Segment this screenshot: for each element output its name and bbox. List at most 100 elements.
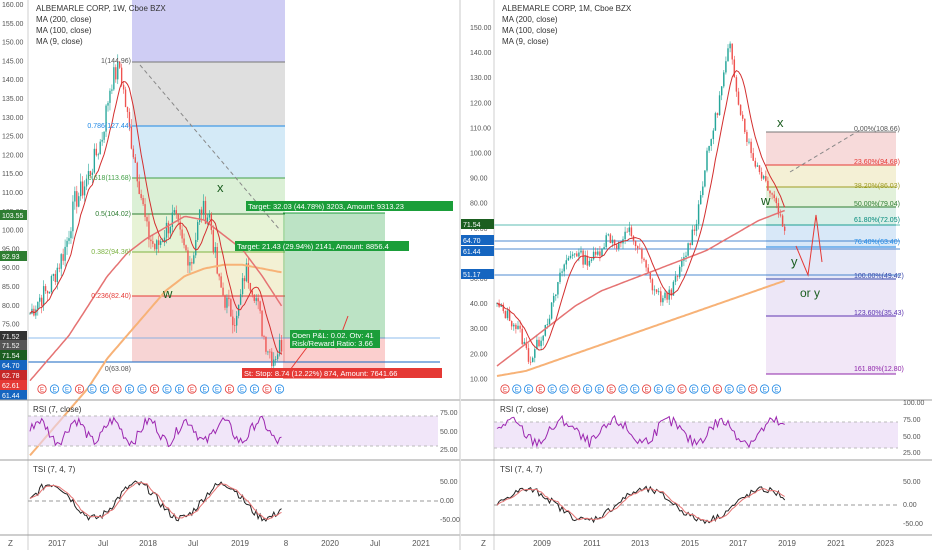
event-marker[interactable] (606, 384, 616, 394)
event-marker-glyph: E (668, 388, 672, 394)
event-marker-glyph: E (751, 388, 755, 394)
event-marker[interactable] (641, 384, 652, 394)
event-marker[interactable] (559, 384, 569, 394)
event-marker[interactable] (99, 384, 110, 394)
event-marker[interactable] (535, 384, 546, 394)
event-marker[interactable] (112, 384, 122, 394)
candle-body (666, 292, 668, 300)
candle-body (632, 236, 635, 241)
event-marker[interactable] (137, 384, 147, 394)
candle-body (91, 172, 94, 175)
event-marker[interactable] (274, 384, 285, 394)
candle-body (117, 61, 119, 80)
event-marker[interactable] (249, 384, 260, 394)
trade-label[interactable]: Target: 21.43 (29.94%) 2141, Amount: 885… (237, 242, 389, 251)
event-marker[interactable] (748, 384, 758, 394)
candle-body (662, 298, 664, 303)
left-chart[interactable]: 160.00 155.00 150.00 145.00 140.00 135.00 130.… (0, 0, 461, 550)
candle-body (624, 231, 626, 240)
event-marker[interactable] (74, 384, 85, 394)
trade-label[interactable]: Target: 32.03 (44.78%) 3203, Amount: 931… (248, 202, 404, 211)
event-marker[interactable] (653, 384, 664, 394)
event-marker[interactable] (547, 384, 557, 394)
event-marker[interactable] (37, 384, 47, 394)
event-marker-glyph: E (680, 388, 684, 394)
event-marker-glyph: E (515, 388, 519, 394)
event-marker[interactable] (49, 384, 60, 394)
candle-body (536, 339, 538, 350)
candle-body (527, 348, 530, 362)
event-marker[interactable] (630, 384, 640, 394)
event-marker[interactable] (582, 384, 593, 394)
candle-body (232, 316, 234, 326)
candle-body (746, 132, 748, 142)
candle-body (146, 217, 148, 222)
candle-body (687, 243, 689, 256)
candle-body (735, 77, 738, 92)
event-marker[interactable] (759, 384, 770, 394)
event-marker[interactable] (571, 384, 581, 394)
event-marker[interactable] (618, 384, 628, 394)
candle-body (594, 251, 597, 255)
fib-label: 0.00%(108.66) (854, 126, 900, 133)
candle-body (519, 325, 521, 329)
candle-body (599, 251, 601, 256)
time-tick: 2020 (321, 539, 339, 548)
event-marker-glyph: E (90, 388, 94, 394)
event-marker[interactable] (523, 384, 534, 394)
event-marker[interactable] (512, 384, 522, 394)
candle-body (218, 273, 220, 277)
candle-body (641, 248, 643, 259)
event-marker-glyph: E (727, 388, 731, 394)
event-marker[interactable] (149, 384, 160, 394)
event-marker[interactable] (224, 384, 235, 394)
trade-label[interactable]: St: Stop: 8.74 (12.22%) 874, Amount: 764… (244, 369, 397, 378)
event-marker[interactable] (237, 384, 247, 394)
left-rsi-line (29, 415, 282, 448)
pane-tick: 50.00 (440, 479, 458, 486)
event-marker[interactable] (771, 384, 782, 394)
right-zoom-icon[interactable]: Z (481, 539, 486, 548)
candle-body (681, 260, 683, 267)
candle-body (206, 217, 209, 224)
candle-body (725, 61, 727, 73)
event-marker[interactable] (212, 384, 222, 394)
trade-label[interactable]: Risk/Reward Ratio: 3.66 (292, 339, 373, 348)
event-marker[interactable] (665, 384, 675, 394)
event-marker[interactable] (162, 384, 172, 394)
candle-body (56, 267, 58, 283)
time-tick: 2009 (533, 539, 551, 548)
candle-body (643, 258, 645, 261)
event-marker[interactable] (700, 384, 711, 394)
event-marker[interactable] (724, 384, 734, 394)
event-marker[interactable] (62, 384, 72, 394)
left-zoom-icon[interactable]: Z (8, 539, 13, 548)
event-marker[interactable] (712, 384, 723, 394)
event-marker[interactable] (736, 384, 746, 394)
fib-r-zone-5 (766, 225, 896, 247)
event-marker[interactable] (199, 384, 210, 394)
event-marker[interactable] (187, 384, 197, 394)
candle-body (565, 260, 568, 265)
candle-body (546, 324, 549, 326)
wave-label-w: w (162, 286, 173, 301)
right-chart[interactable]: 150.00 140.00 130.00 120.00 110.00 100.00 90.0… (461, 0, 932, 550)
candle-body (534, 349, 536, 358)
event-marker[interactable] (500, 384, 510, 394)
event-marker[interactable] (677, 384, 687, 394)
event-marker[interactable] (87, 384, 97, 394)
left-rsi-band (28, 416, 438, 446)
trade-label[interactable]: Open P&L: 0.02, Qty: 41 (292, 331, 374, 340)
event-marker[interactable] (689, 384, 699, 394)
event-marker[interactable] (594, 384, 605, 394)
event-marker[interactable] (124, 384, 135, 394)
candle-body (676, 276, 679, 277)
event-marker[interactable] (262, 384, 272, 394)
price-tick: 115.00 (2, 171, 23, 178)
candle-body (611, 239, 614, 244)
event-marker[interactable] (174, 384, 185, 394)
right-time-ticks: 2009 2011 2013 2015 2017 2019 2021 2023 (533, 539, 894, 548)
